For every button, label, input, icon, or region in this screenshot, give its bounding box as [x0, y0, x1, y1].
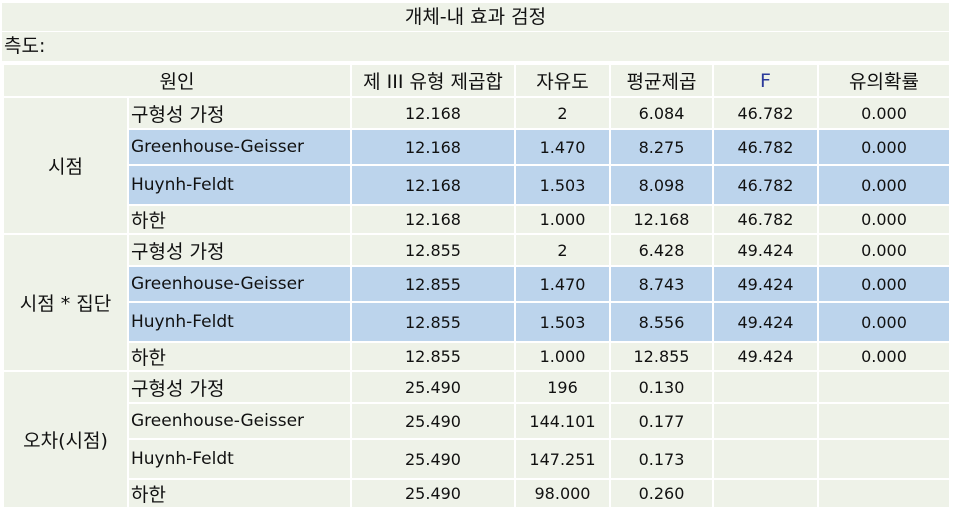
mean-square-cell: 0.173	[609, 438, 714, 480]
table-row: 오차(시점) 구형성 가정 25.490 196 0.130	[2, 370, 951, 509]
f-value-cell	[712, 402, 819, 440]
table-row: 하한 12.168 1.000 12.168 46.782 0.000	[3, 204, 951, 235]
f-value-cell: 49.424	[712, 301, 819, 343]
significance-cell: 0.000	[817, 265, 951, 303]
type3-ss-cell: 12.855	[350, 233, 516, 267]
mean-square-cell: 6.084	[609, 96, 714, 130]
group-label: 오차(시점)	[2, 370, 129, 509]
significance-cell: 0.000	[817, 341, 951, 372]
type3-ss-cell: 12.168	[350, 164, 516, 206]
f-value-cell	[712, 370, 819, 404]
header-mean-square: 평균제곱	[609, 63, 714, 98]
f-value-cell: 46.782	[712, 128, 819, 166]
df-cell: 1.470	[514, 265, 611, 303]
anova-output: 개체-내 효과 검정 측도: 원인 제 III 유형 제곱합 자유도 평균제곱 …	[2, 3, 951, 509]
mean-square-cell: 8.556	[609, 301, 714, 343]
effect-label: Huynh-Feldt	[127, 438, 352, 480]
effect-label: 하한	[127, 478, 352, 509]
type3-ss-cell: 25.490	[350, 438, 516, 480]
f-value-cell: 46.782	[712, 164, 819, 206]
effect-label: 구형성 가정	[127, 233, 352, 267]
df-cell: 1.000	[514, 341, 611, 372]
header-source: 원인	[2, 63, 352, 98]
f-value-cell: 49.424	[712, 265, 819, 303]
significance-cell: 0.000	[817, 233, 951, 267]
effect-label: 하한	[127, 341, 352, 372]
header-f: F	[712, 63, 819, 98]
effect-label: 하한	[127, 204, 352, 235]
f-value-cell	[712, 438, 819, 480]
mean-square-cell: 12.168	[609, 204, 714, 235]
type3-ss-cell: 12.855	[350, 341, 516, 372]
f-value-cell: 49.424	[712, 233, 819, 267]
group-label: 시점 * 집단	[2, 233, 129, 372]
mean-square-cell: 8.098	[609, 164, 714, 206]
type3-ss-cell: 12.855	[350, 301, 516, 343]
effect-label: Greenhouse-Geisser	[127, 402, 352, 440]
table-row: Greenhouse-Geisser 12.855 1.470 8.743 49.424…	[3, 265, 951, 303]
table-row: Greenhouse-Geisser 12.168 1.470 8.275 46.782…	[3, 128, 951, 166]
effect-label: Greenhouse-Geisser	[127, 265, 352, 303]
significance-cell	[817, 370, 951, 404]
type3-ss-cell: 25.490	[350, 370, 516, 404]
table-row: Huynh-Feldt 12.168 1.503 8.098 46.782 0.000	[3, 164, 951, 206]
df-cell: 1.503	[514, 301, 611, 343]
significance-cell	[817, 402, 951, 440]
table-row: Huynh-Feldt 25.490 147.251 0.173	[3, 438, 951, 480]
effect-label: 구형성 가정	[127, 370, 352, 404]
df-cell: 144.101	[514, 402, 611, 440]
header-df: 자유도	[514, 63, 611, 98]
table-row: 하한 25.490 98.000 0.260	[3, 478, 951, 509]
type3-ss-cell: 12.168	[350, 204, 516, 235]
mean-square-cell: 0.177	[609, 402, 714, 440]
effect-label: 구형성 가정	[127, 96, 352, 130]
header-type3-ss: 제 III 유형 제곱합	[350, 63, 516, 98]
table-title: 개체-내 효과 검정	[2, 3, 949, 32]
table-row: 하한 12.855 1.000 12.855 49.424 0.000	[3, 341, 951, 372]
type3-ss-cell: 12.168	[350, 128, 516, 166]
measure-label: 측도:	[2, 32, 949, 63]
significance-cell: 0.000	[817, 128, 951, 166]
type3-ss-cell: 25.490	[350, 402, 516, 440]
significance-cell	[817, 478, 951, 509]
significance-cell: 0.000	[817, 96, 951, 130]
type3-ss-cell: 25.490	[350, 478, 516, 509]
effect-label: Greenhouse-Geisser	[127, 128, 352, 166]
f-value-cell	[712, 478, 819, 509]
effect-label: Huynh-Feldt	[127, 164, 352, 206]
mean-square-cell: 0.130	[609, 370, 714, 404]
table-row: 시점 * 집단 구형성 가정 12.855 2 6.428 49.424 0.000	[2, 233, 951, 372]
df-cell: 1.000	[514, 204, 611, 235]
f-value-cell: 46.782	[712, 96, 819, 130]
significance-cell: 0.000	[817, 164, 951, 206]
df-cell: 196	[514, 370, 611, 404]
type3-ss-cell: 12.855	[350, 265, 516, 303]
df-cell: 1.503	[514, 164, 611, 206]
mean-square-cell: 8.275	[609, 128, 714, 166]
within-subjects-effects-table: 원인 제 III 유형 제곱합 자유도 평균제곱 F 유의확률 시점 구형성 가정…	[2, 63, 951, 509]
group-label: 시점	[2, 96, 129, 235]
header-significance: 유의확률	[817, 63, 951, 98]
df-cell: 1.470	[514, 128, 611, 166]
table-row: Greenhouse-Geisser 25.490 144.101 0.177	[3, 402, 951, 440]
df-cell: 98.000	[514, 478, 611, 509]
table-row: Huynh-Feldt 12.855 1.503 8.556 49.424 0.000	[3, 301, 951, 343]
mean-square-cell: 8.743	[609, 265, 714, 303]
mean-square-cell: 12.855	[609, 341, 714, 372]
significance-cell: 0.000	[817, 301, 951, 343]
significance-cell: 0.000	[817, 204, 951, 235]
mean-square-cell: 6.428	[609, 233, 714, 267]
mean-square-cell: 0.260	[609, 478, 714, 509]
table-row: 시점 구형성 가정 12.168 2 6.084 46.782 0.000	[2, 96, 951, 235]
df-cell: 2	[514, 96, 611, 130]
df-cell: 147.251	[514, 438, 611, 480]
type3-ss-cell: 12.168	[350, 96, 516, 130]
f-value-cell: 46.782	[712, 204, 819, 235]
effect-label: Huynh-Feldt	[127, 301, 352, 343]
header-row: 원인 제 III 유형 제곱합 자유도 평균제곱 F 유의확률	[2, 63, 951, 98]
df-cell: 2	[514, 233, 611, 267]
f-value-cell: 49.424	[712, 341, 819, 372]
significance-cell	[817, 438, 951, 480]
